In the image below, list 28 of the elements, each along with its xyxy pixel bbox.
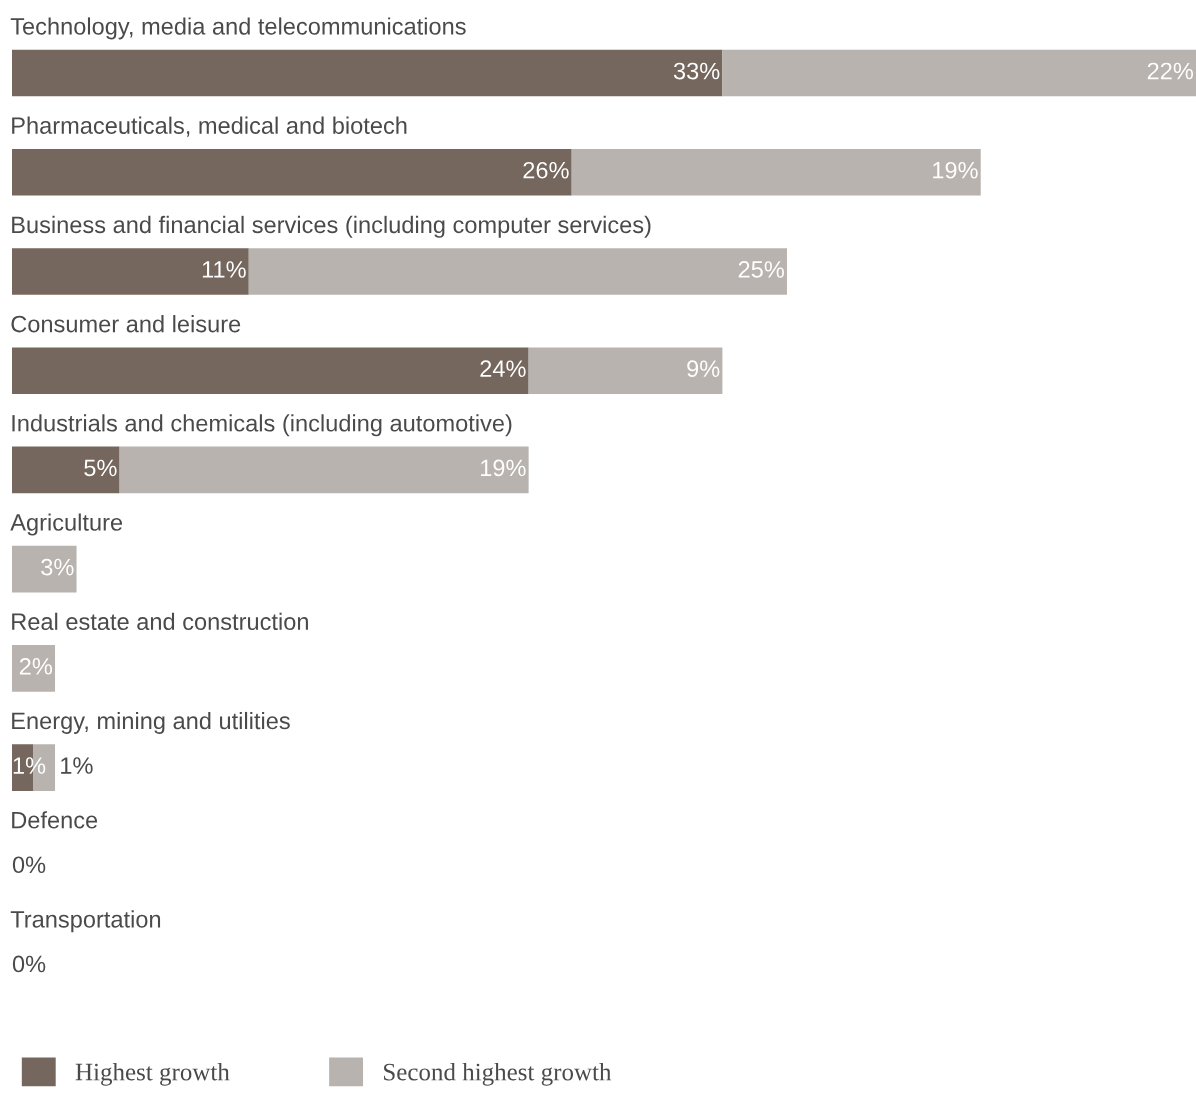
y-tick-label: Industrials and chemicals (including automotive) xyxy=(12,414,512,437)
y-tick-label: Business and financial services (including computer services) xyxy=(12,215,651,238)
legend-label: Second highest growth xyxy=(384,1062,612,1086)
data-label: 1% xyxy=(13,757,46,774)
y-tick-label: Consumer and leisure xyxy=(11,315,241,333)
data-label: 25% xyxy=(738,261,784,278)
y-tick-label: Energy, mining and utilities xyxy=(12,711,290,734)
y-tick-label: Technology, media and telecommunications xyxy=(10,17,466,40)
data-label: 1% xyxy=(61,757,93,774)
legend-label: Highest growth xyxy=(75,1062,230,1086)
data-label: 33% xyxy=(673,62,720,80)
data-label: 22% xyxy=(1147,62,1194,80)
data-label: 19% xyxy=(933,161,978,179)
y-tick-label: Defence xyxy=(12,811,98,829)
data-label: 9% xyxy=(687,360,720,378)
data-label: 26% xyxy=(523,161,569,179)
y-tick-label: Agriculture xyxy=(10,513,123,536)
data-label: 3% xyxy=(41,558,74,576)
data-label: 0% xyxy=(12,856,46,874)
data-label: 19% xyxy=(481,459,526,477)
data-label: 24% xyxy=(480,360,526,377)
y-tick-label: Real estate and construction xyxy=(12,612,308,631)
data-label: 5% xyxy=(84,459,117,477)
data-label: 0% xyxy=(12,955,46,973)
data-label: 2% xyxy=(19,657,53,675)
y-tick-label: Transportation xyxy=(10,910,161,933)
y-tick-label: Pharmaceuticals, medical and biotech xyxy=(12,116,407,137)
data-label: 11% xyxy=(202,261,246,278)
